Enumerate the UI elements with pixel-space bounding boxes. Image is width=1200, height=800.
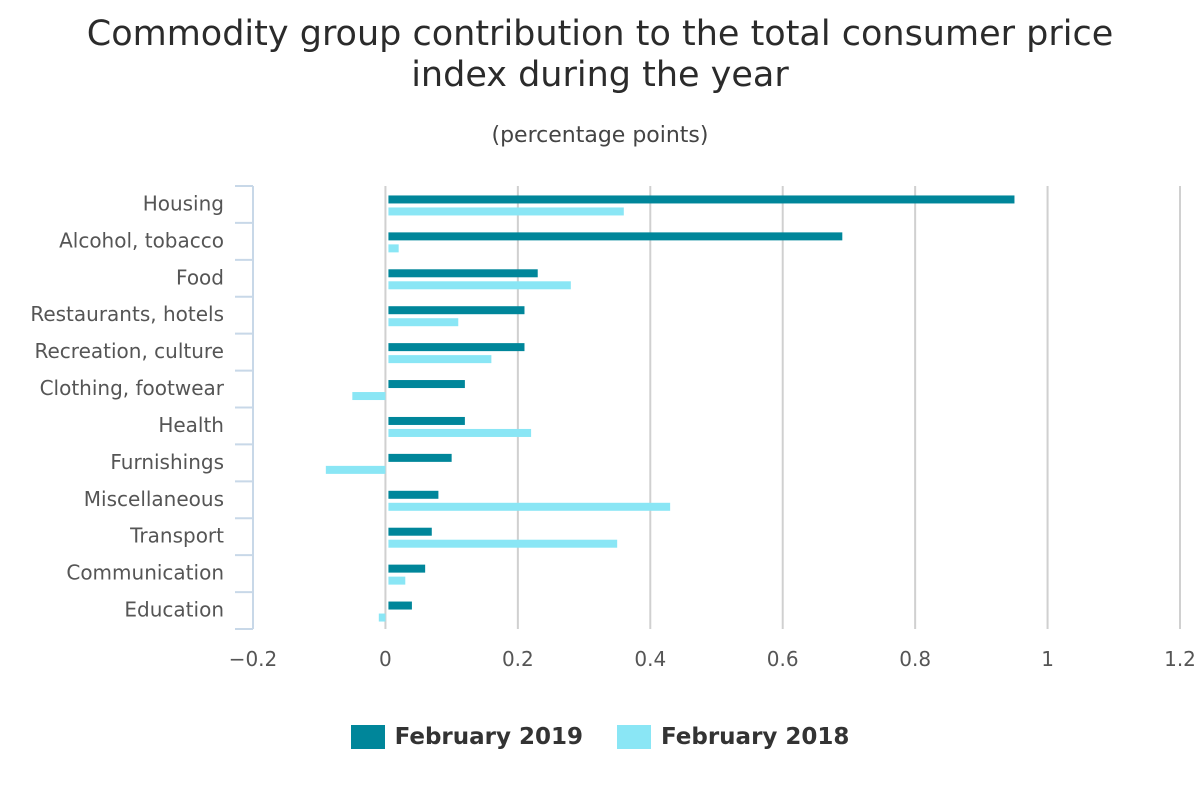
category-label-food: Food <box>176 265 224 289</box>
x-tick-label-6: 1 <box>1041 647 1054 671</box>
bar-february-2019-transport <box>388 527 432 536</box>
bar-february-2019-recreation-culture <box>388 343 525 352</box>
category-label-communication: Communication <box>66 561 224 585</box>
category-label-transport: Transport <box>129 524 224 548</box>
bar-february-2019-food <box>388 269 538 278</box>
bar-february-2019-communication <box>388 564 426 573</box>
category-label-education: Education <box>124 598 224 622</box>
bar-february-2019-furnishings <box>388 453 452 462</box>
bar-february-2018-miscellaneous <box>388 502 671 511</box>
x-tick-label-2: 0.2 <box>502 647 534 671</box>
legend: February 2019 February 2018 <box>0 724 1200 750</box>
x-tick-label-1: 0 <box>379 647 392 671</box>
bar-february-2018-housing <box>388 207 624 216</box>
bar-february-2019-restaurants-hotels <box>388 306 525 315</box>
bar-february-2018-education <box>378 613 386 622</box>
category-label-restaurants-hotels: Restaurants, hotels <box>30 302 224 326</box>
category-label-furnishings: Furnishings <box>110 450 224 474</box>
legend-swatch-february-2018 <box>617 725 651 749</box>
chart-title: Commodity group contribution to the tota… <box>86 14 1114 95</box>
bar-february-2018-recreation-culture <box>388 355 492 364</box>
bar-february-2018-restaurants-hotels <box>388 318 459 327</box>
legend-item-february-2018[interactable]: February 2018 <box>617 724 849 750</box>
bar-february-2019-education <box>388 601 412 610</box>
bar-february-2018-transport <box>388 539 618 548</box>
bar-february-2018-health <box>388 428 532 437</box>
x-tick-label-5: 0.8 <box>899 647 931 671</box>
x-tick-label-0: −0.2 <box>229 647 278 671</box>
bar-february-2018-clothing-footwear <box>352 392 386 401</box>
bar-february-2018-furnishings <box>325 465 386 474</box>
category-label-alcohol-tobacco: Alcohol, tobacco <box>59 228 224 252</box>
legend-label-february-2018: February 2018 <box>661 724 850 750</box>
category-label-housing: Housing <box>143 191 224 215</box>
bar-february-2018-communication <box>388 576 406 585</box>
category-label-recreation-culture: Recreation, culture <box>34 339 224 363</box>
x-tick-label-3: 0.4 <box>634 647 666 671</box>
category-label-miscellaneous: Miscellaneous <box>84 487 224 511</box>
bar-february-2019-clothing-footwear <box>388 380 465 389</box>
legend-label-february-2019: February 2019 <box>394 724 583 750</box>
bar-february-2019-health <box>388 416 465 425</box>
chart-subtitle: (percentage points) <box>491 123 709 148</box>
legend-item-february-2019[interactable]: February 2019 <box>350 724 583 750</box>
bar-february-2018-alcohol-tobacco <box>388 244 399 253</box>
x-tick-label-7: 1.2 <box>1164 647 1196 671</box>
bar-february-2019-housing <box>388 195 1015 204</box>
category-label-clothing-footwear: Clothing, footwear <box>40 376 225 400</box>
legend-swatch-february-2019 <box>350 725 385 749</box>
bar-february-2019-miscellaneous <box>388 490 439 499</box>
x-tick-label-4: 0.6 <box>767 647 799 671</box>
bar-february-2018-food <box>388 281 571 290</box>
bar-february-2019-alcohol-tobacco <box>388 232 843 241</box>
category-label-health: Health <box>158 413 224 437</box>
